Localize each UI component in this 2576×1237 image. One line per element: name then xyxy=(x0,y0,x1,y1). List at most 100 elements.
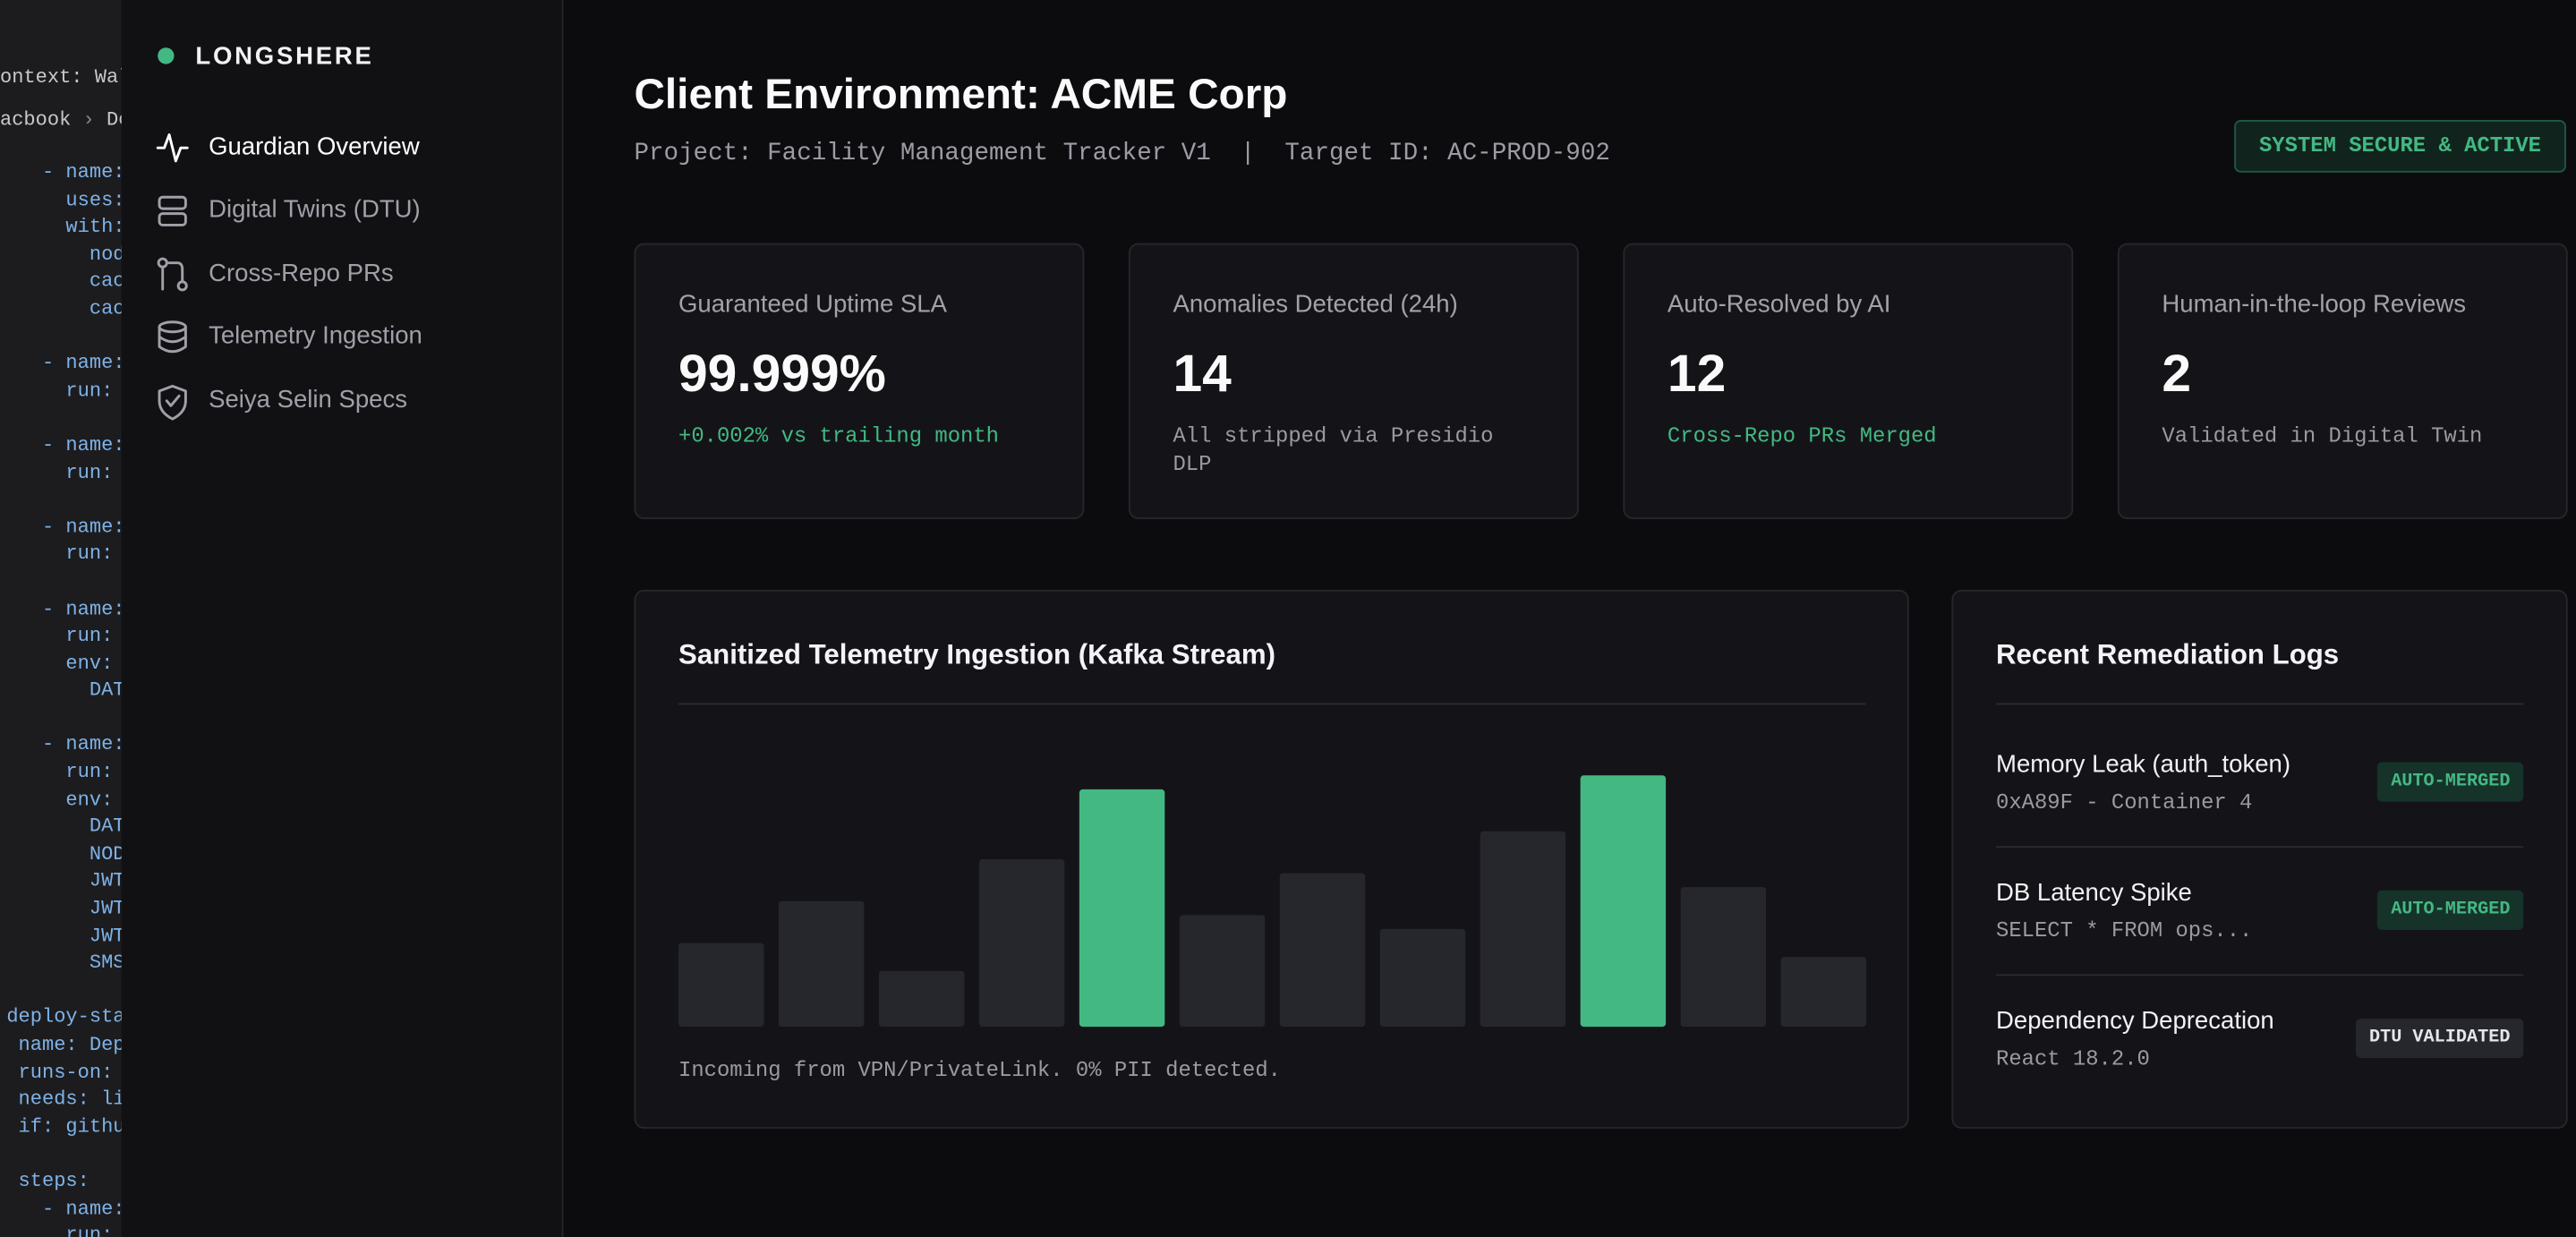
icon-db xyxy=(159,322,185,332)
log-detail: 0xA89F - Container 4 xyxy=(1996,790,2252,815)
code-block: - name: run: xyxy=(6,350,121,405)
code-line: needs: li xyxy=(6,1087,121,1113)
icon-server xyxy=(159,197,185,209)
nav-item[interactable]: Guardian Overview xyxy=(209,133,420,163)
bar xyxy=(1681,887,1766,1027)
metric-value: 14 xyxy=(1173,344,1231,405)
bar xyxy=(1280,874,1365,1028)
code-line: SMS_ xyxy=(6,950,121,977)
metric-label: Auto-Resolved by AI xyxy=(1668,291,1890,319)
metric-value: 2 xyxy=(2162,344,2191,405)
status-dot xyxy=(158,47,174,64)
code-line: run: xyxy=(6,459,121,486)
code: - name: uses: with: node cach cach - nam… xyxy=(6,159,121,1237)
breadcrumb-item: Doc xyxy=(107,108,122,132)
code-line: - name: xyxy=(6,514,121,541)
metric-label: Anomalies Detected (24h) xyxy=(1173,291,1457,319)
metric-label: Human-in-the-loop Reviews xyxy=(2162,291,2466,319)
sidebar: LONGSHERE Guardian Overview Digital Twin… xyxy=(122,0,564,1237)
code-line: if: githu xyxy=(6,1113,121,1140)
icon-activity xyxy=(158,135,187,161)
bar xyxy=(1781,957,1866,1027)
divider xyxy=(678,704,1866,705)
log-detail: SELECT * FROM ops... xyxy=(1996,918,2252,943)
code-block: - name: run: xyxy=(6,514,121,568)
code-line: - name: xyxy=(6,732,121,759)
code-line: DATA xyxy=(6,678,121,704)
code-line: - name: xyxy=(6,159,121,186)
icon-server xyxy=(159,214,185,226)
metric-value: 99.999% xyxy=(678,344,886,405)
metric-note: Cross-Repo PRs Merged xyxy=(1668,422,1996,450)
code-line: run: xyxy=(6,541,121,567)
divider xyxy=(1996,704,2523,705)
metric-note: All stripped via Presidio DLP xyxy=(1173,422,1501,478)
bar xyxy=(678,943,763,1028)
code-line: env: xyxy=(6,787,121,814)
brand: LONGSHERE xyxy=(195,43,373,71)
main: Client Environment: ACME Corp Project: F… xyxy=(564,0,2576,1237)
metric-value: 12 xyxy=(1668,344,1726,405)
code-line: runs-on: xyxy=(6,1059,121,1086)
bar xyxy=(1380,929,1465,1027)
nav-item[interactable]: Seiya Selin Specs xyxy=(209,386,407,415)
code-line: DATA xyxy=(6,814,121,840)
nav-item[interactable]: Cross-Repo PRs xyxy=(209,260,394,289)
log-detail: React 18.2.0 xyxy=(1996,1046,2150,1071)
code-line: run: xyxy=(6,623,121,650)
log-title: Memory Leak (auth_token) xyxy=(1996,751,2290,779)
code-line: JWT_ xyxy=(6,923,121,950)
divider xyxy=(1996,974,2523,976)
code-block: - name: uses: with: node cach cach xyxy=(6,159,121,323)
editor-tab: ontext: Wallet xyxy=(0,65,122,89)
divider xyxy=(1996,846,2523,848)
code-block: steps: - name: run: xyxy=(6,1168,121,1237)
icon-branch xyxy=(178,282,186,290)
code-line: deploy-stag xyxy=(6,1004,121,1031)
status-badge: SYSTEM SECURE & ACTIVE xyxy=(2234,120,2566,173)
log-status: DTU VALIDATED xyxy=(2356,1019,2523,1058)
metric-card: Anomalies Detected (24h) 14 All stripped… xyxy=(1129,243,1579,519)
nav-item[interactable]: Telemetry Ingestion xyxy=(209,322,422,352)
code-line: - name: xyxy=(6,350,121,377)
bar-chart xyxy=(678,723,1866,1028)
code-line: run: xyxy=(6,759,121,786)
metric-card: Guaranteed Uptime SLA 99.999% +0.002% vs… xyxy=(634,243,1084,519)
code-line: - name: xyxy=(6,1195,121,1222)
bar xyxy=(1180,915,1265,1027)
icon-shield xyxy=(159,386,185,419)
code-editor: ontext: Wallet acbook › Doc - name: uses… xyxy=(0,0,122,1237)
panel-title: Recent Remediation Logs xyxy=(1996,639,2339,672)
icon-branch xyxy=(158,259,166,267)
log-title: DB Latency Spike xyxy=(1996,879,2192,907)
nav-icons xyxy=(155,132,191,427)
nav-item[interactable]: Digital Twins (DTU) xyxy=(209,195,421,225)
code-line: JWT_ xyxy=(6,868,121,895)
code-line: with: xyxy=(6,214,121,241)
code-line: cach xyxy=(6,295,121,322)
code-line: steps: xyxy=(6,1168,121,1195)
code-line: JWT_ xyxy=(6,895,121,922)
code-line: name: Dep xyxy=(6,1032,121,1059)
code-line: node xyxy=(6,241,121,268)
code-block: - name: run: env: DATA xyxy=(6,595,121,704)
metric-note: +0.002% vs trailing month xyxy=(678,422,1007,450)
code-line: - name: xyxy=(6,432,121,459)
code-line: env: xyxy=(6,650,121,677)
bar xyxy=(1079,789,1164,1027)
metric-card: Human-in-the-loop Reviews 2 Validated in… xyxy=(2118,243,2568,519)
telemetry-panel: Sanitized Telemetry Ingestion (Kafka Str… xyxy=(634,590,1908,1129)
bar xyxy=(779,901,864,1027)
code-line: run: xyxy=(6,378,121,405)
code-line: run: xyxy=(6,1223,121,1237)
log-title: Dependency Deprecation xyxy=(1996,1007,2274,1035)
logs-panel: Recent Remediation Logs Memory Leak (aut… xyxy=(1951,590,2567,1129)
bar xyxy=(979,859,1064,1027)
code-line: cach xyxy=(6,269,121,295)
bar xyxy=(879,971,964,1027)
code-line: uses: xyxy=(6,186,121,213)
metric-label: Guaranteed Uptime SLA xyxy=(678,291,947,319)
log-status: AUTO-MERGED xyxy=(2378,891,2524,930)
